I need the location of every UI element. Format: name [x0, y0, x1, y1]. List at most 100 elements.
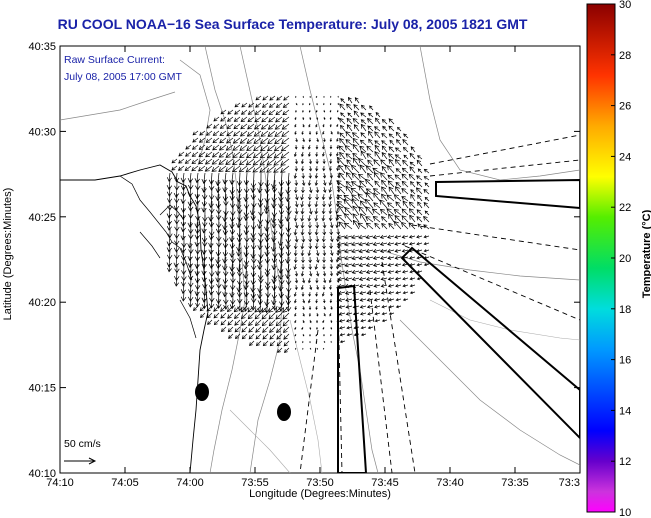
current-arrow [302, 123, 305, 128]
current-arrow [329, 109, 332, 113]
current-arrow [416, 277, 423, 281]
current-arrow [394, 174, 402, 181]
current-arrow [374, 131, 381, 139]
current-arrow [260, 123, 269, 130]
current-arrow [314, 242, 319, 250]
current-arrow [388, 133, 395, 139]
current-arrow [239, 130, 248, 137]
current-arrow [262, 95, 269, 101]
current-arrow [340, 124, 346, 132]
current-arrow [171, 165, 178, 171]
current-arrow [336, 180, 346, 188]
current-arrow [387, 234, 395, 239]
current-arrow [352, 152, 360, 160]
current-arrow [294, 277, 299, 284]
current-arrow [423, 202, 430, 209]
current-arrow [417, 168, 423, 174]
current-arrow [358, 206, 367, 216]
current-arrow [181, 277, 186, 287]
current-arrow [343, 198, 353, 209]
current-arrow [308, 221, 312, 229]
current-arrow [309, 340, 311, 344]
current-arrow [301, 179, 306, 187]
current-arrow [337, 185, 346, 195]
current-arrow [264, 242, 270, 257]
current-arrow [191, 165, 199, 172]
current-arrow [269, 340, 276, 347]
current-arrow [238, 165, 248, 173]
current-arrow [322, 242, 326, 250]
current-arrow [180, 256, 187, 267]
current-arrow [316, 326, 318, 330]
current-arrow [394, 262, 402, 267]
current-arrow [388, 158, 395, 167]
current-arrow [250, 228, 256, 243]
current-arrow [340, 112, 346, 118]
current-arrow [381, 165, 388, 174]
current-arrow [338, 304, 346, 309]
current-arrow [185, 151, 192, 157]
current-arrow [352, 304, 360, 309]
current-arrow [180, 228, 186, 241]
current-arrow [285, 235, 291, 250]
current-arrow [246, 151, 255, 159]
current-arrow [212, 144, 220, 151]
current-arrow [240, 305, 248, 313]
current-arrow [388, 305, 395, 309]
current-arrow [302, 333, 305, 337]
current-arrow [338, 145, 346, 153]
current-arrow [338, 221, 346, 230]
current-arrow [295, 137, 298, 143]
current-arrow [335, 221, 340, 229]
current-arrow [338, 297, 346, 302]
current-arrow [243, 172, 250, 186]
current-arrow [254, 319, 262, 327]
current-arrow [336, 194, 346, 202]
current-arrow [408, 242, 416, 246]
current-arrow [215, 249, 221, 265]
current-arrow [208, 256, 215, 269]
current-arrow [329, 102, 332, 106]
current-arrow [308, 165, 313, 172]
current-arrow [346, 124, 353, 132]
current-arrow [264, 214, 270, 232]
current-arrow [250, 284, 257, 299]
current-arrow [271, 214, 277, 229]
current-arrow [374, 222, 381, 230]
current-arrow [365, 206, 374, 216]
current-arrow [365, 262, 374, 268]
current-arrow [323, 333, 325, 337]
current-arrow [280, 158, 290, 166]
current-arrow [415, 187, 423, 195]
current-arrow [302, 109, 304, 113]
current-arrow [388, 213, 395, 223]
current-arrow [372, 262, 381, 267]
current-arrow [271, 277, 278, 291]
current-arrow [338, 205, 346, 216]
current-arrow [315, 165, 319, 172]
current-arrow [249, 340, 255, 346]
current-arrow [293, 256, 298, 264]
current-arrow [277, 256, 284, 274]
current-arrow [269, 326, 276, 333]
current-arrow [329, 284, 333, 290]
current-arrow [345, 312, 353, 316]
current-arrow [322, 319, 325, 324]
current-arrow [233, 123, 241, 130]
current-arrow [220, 116, 227, 122]
current-arrow [365, 178, 374, 188]
current-arrow [260, 137, 269, 144]
current-arrow [275, 102, 283, 108]
current-arrow [188, 284, 194, 294]
current-arrow [380, 283, 388, 288]
current-arrow [315, 235, 320, 243]
current-arrow [381, 222, 388, 230]
current-arrow [322, 249, 327, 257]
current-arrow [301, 256, 305, 264]
current-arrow [408, 208, 416, 216]
current-arrow [248, 319, 255, 326]
current-arrow [191, 144, 199, 150]
current-arrow [323, 116, 326, 121]
current-arrow [351, 172, 360, 181]
current-arrow [282, 326, 290, 334]
